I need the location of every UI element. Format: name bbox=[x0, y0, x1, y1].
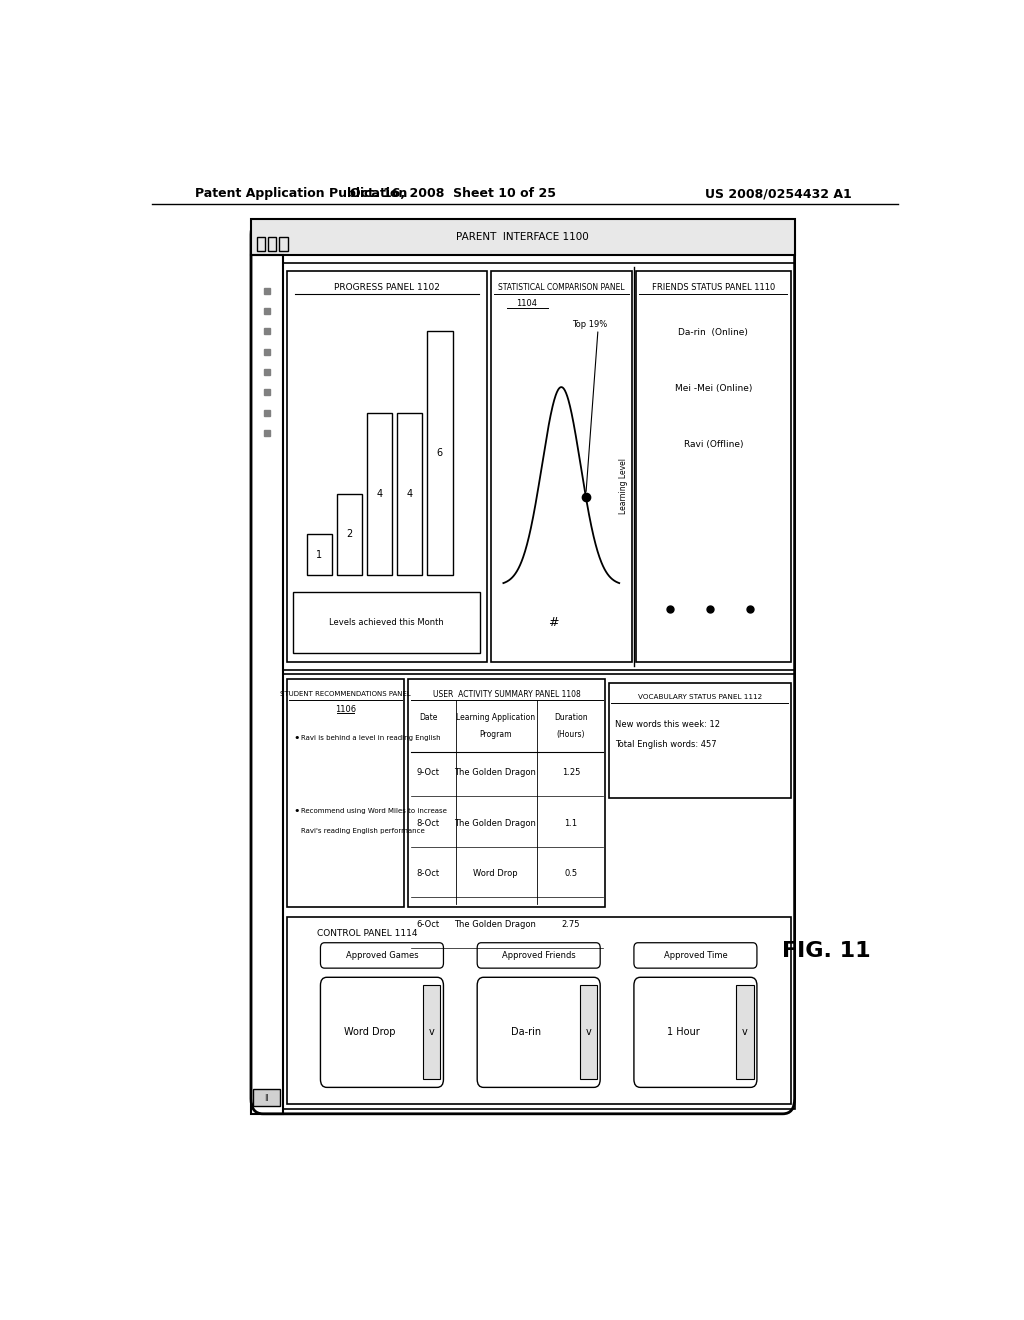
Text: USER  ACTIVITY SUMMARY PANEL 1108: USER ACTIVITY SUMMARY PANEL 1108 bbox=[433, 689, 581, 698]
Text: 1: 1 bbox=[316, 550, 323, 560]
Text: Ravi is behind a level in reading English: Ravi is behind a level in reading Englis… bbox=[301, 735, 440, 741]
Bar bbox=[427, 331, 453, 576]
Text: v: v bbox=[742, 1027, 748, 1038]
Bar bbox=[367, 412, 392, 576]
Bar bbox=[293, 593, 480, 653]
Text: US 2008/0254432 A1: US 2008/0254432 A1 bbox=[706, 187, 852, 201]
Text: Learning Level: Learning Level bbox=[620, 458, 629, 513]
Text: Top 19%: Top 19% bbox=[572, 319, 607, 329]
Text: STUDENT RECOMMENDATIONS PANEL: STUDENT RECOMMENDATIONS PANEL bbox=[281, 692, 411, 697]
Text: 1 Hour: 1 Hour bbox=[667, 1027, 699, 1038]
Bar bbox=[257, 236, 265, 251]
Text: 4: 4 bbox=[377, 488, 383, 499]
Text: Patent Application Publication: Patent Application Publication bbox=[196, 187, 408, 201]
Bar bbox=[253, 1089, 280, 1106]
Text: Oct. 16, 2008  Sheet 10 of 25: Oct. 16, 2008 Sheet 10 of 25 bbox=[350, 187, 556, 201]
Bar bbox=[283, 673, 795, 1109]
Bar bbox=[287, 917, 791, 1104]
Text: Approved Friends: Approved Friends bbox=[502, 950, 575, 960]
Text: 9-Oct: 9-Oct bbox=[417, 768, 439, 776]
Text: 4: 4 bbox=[407, 488, 413, 499]
Text: •: • bbox=[293, 807, 300, 816]
Bar bbox=[306, 535, 332, 576]
Text: FIG. 11: FIG. 11 bbox=[782, 941, 870, 961]
Text: ||: || bbox=[264, 1094, 269, 1101]
Text: v: v bbox=[586, 1027, 591, 1038]
Text: Levels achieved this Month: Levels achieved this Month bbox=[330, 618, 444, 627]
Text: Program: Program bbox=[479, 730, 512, 739]
Text: 8-Oct: 8-Oct bbox=[417, 818, 439, 828]
Text: VOCABULARY STATUS PANEL 1112: VOCABULARY STATUS PANEL 1112 bbox=[638, 693, 762, 700]
Bar bbox=[409, 678, 605, 907]
Text: Learning Application: Learning Application bbox=[456, 713, 535, 722]
Text: STATISTICAL COMPARISON PANEL: STATISTICAL COMPARISON PANEL bbox=[498, 282, 625, 292]
Text: Duration: Duration bbox=[554, 713, 588, 722]
Text: 0.5: 0.5 bbox=[564, 870, 578, 878]
Text: Approved Games: Approved Games bbox=[346, 950, 418, 960]
Text: 1104: 1104 bbox=[516, 300, 537, 309]
Text: 6-Oct: 6-Oct bbox=[417, 920, 439, 929]
Text: #: # bbox=[548, 616, 559, 630]
Text: v: v bbox=[429, 1027, 434, 1038]
Text: Da-rin  (Online): Da-rin (Online) bbox=[678, 327, 749, 337]
Text: PARENT  INTERFACE 1100: PARENT INTERFACE 1100 bbox=[456, 232, 589, 242]
Bar bbox=[279, 236, 288, 251]
Bar bbox=[736, 986, 754, 1080]
Text: 8-Oct: 8-Oct bbox=[417, 870, 439, 878]
Text: FRIENDS STATUS PANEL 1110: FRIENDS STATUS PANEL 1110 bbox=[651, 282, 775, 292]
Bar bbox=[580, 986, 597, 1080]
Bar bbox=[251, 219, 795, 255]
Text: PROGRESS PANEL 1102: PROGRESS PANEL 1102 bbox=[334, 282, 439, 292]
Text: CONTROL PANEL 1114: CONTROL PANEL 1114 bbox=[316, 929, 418, 939]
Text: Ravi's reading English performance: Ravi's reading English performance bbox=[301, 828, 425, 834]
Bar bbox=[287, 678, 404, 907]
Text: Approved Time: Approved Time bbox=[664, 950, 727, 960]
Text: The Golden Dragon: The Golden Dragon bbox=[455, 768, 537, 776]
Bar bbox=[397, 412, 423, 576]
Bar bbox=[636, 271, 791, 661]
Text: •: • bbox=[293, 733, 300, 743]
Bar bbox=[287, 271, 486, 661]
Text: Date: Date bbox=[419, 713, 437, 722]
Text: 1106: 1106 bbox=[335, 705, 356, 714]
Text: Word Drop: Word Drop bbox=[344, 1027, 395, 1038]
Text: 2: 2 bbox=[346, 529, 352, 540]
Text: Da-rin: Da-rin bbox=[511, 1027, 542, 1038]
Bar bbox=[423, 986, 440, 1080]
Text: 1.1: 1.1 bbox=[564, 818, 578, 828]
Text: 6: 6 bbox=[437, 449, 443, 458]
Bar bbox=[609, 684, 791, 797]
Bar bbox=[283, 263, 795, 669]
Text: (Hours): (Hours) bbox=[557, 730, 585, 739]
Text: The Golden Dragon: The Golden Dragon bbox=[455, 818, 537, 828]
Bar bbox=[267, 236, 276, 251]
Text: The Golden Dragon: The Golden Dragon bbox=[455, 920, 537, 929]
Text: Recommend using Word Miles to increase: Recommend using Word Miles to increase bbox=[301, 808, 446, 814]
Text: 2.75: 2.75 bbox=[561, 920, 580, 929]
Text: Ravi (Offline): Ravi (Offline) bbox=[684, 440, 743, 449]
Text: 1.25: 1.25 bbox=[561, 768, 580, 776]
Text: Mei -Mei (Online): Mei -Mei (Online) bbox=[675, 384, 752, 392]
Text: Word Drop: Word Drop bbox=[473, 870, 518, 878]
Text: New words this week: 12: New words this week: 12 bbox=[615, 719, 720, 729]
Bar bbox=[337, 494, 362, 576]
Bar bbox=[490, 271, 632, 661]
Bar bbox=[251, 255, 283, 1114]
Text: Total English words: 457: Total English words: 457 bbox=[615, 739, 717, 748]
